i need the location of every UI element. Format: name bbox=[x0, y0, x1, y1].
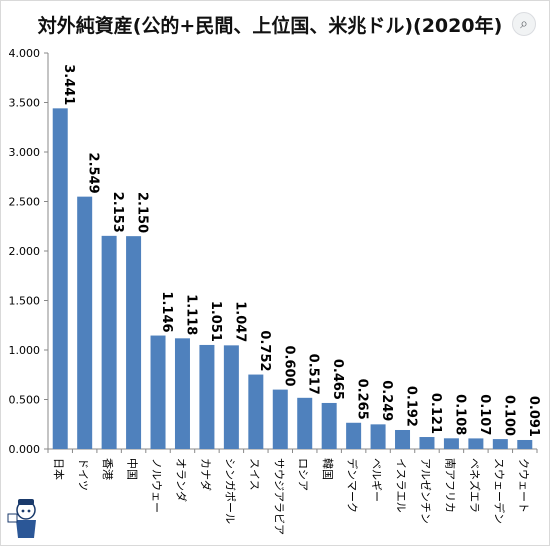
bar bbox=[52, 108, 68, 449]
data-label: 0.600 bbox=[281, 345, 296, 386]
y-tick-label: 3.000 bbox=[9, 146, 41, 159]
y-tick-label: 1.000 bbox=[9, 344, 41, 357]
data-label: 0.121 bbox=[428, 393, 443, 434]
category-label: 韓国 bbox=[321, 458, 334, 480]
data-label: 0.192 bbox=[404, 386, 419, 427]
data-label: 1.146 bbox=[159, 291, 174, 332]
bars bbox=[52, 108, 533, 449]
category-label: スイス bbox=[248, 458, 261, 491]
data-label: 0.517 bbox=[306, 354, 321, 395]
bar bbox=[492, 439, 508, 449]
data-label: 0.465 bbox=[330, 359, 345, 400]
y-tick-label: 4.000 bbox=[9, 47, 41, 60]
bar bbox=[150, 335, 166, 449]
data-label: 0.265 bbox=[355, 379, 370, 420]
category-label: オランダ bbox=[174, 458, 188, 502]
data-label: 2.150 bbox=[135, 192, 150, 233]
data-label: 0.091 bbox=[526, 396, 541, 437]
category-label: ロシア bbox=[297, 458, 310, 491]
visual-search-icon[interactable]: ⌕ bbox=[512, 12, 536, 36]
category-label: イスラエル bbox=[395, 458, 408, 513]
bar bbox=[297, 397, 313, 449]
data-label: 2.549 bbox=[86, 153, 101, 194]
bar bbox=[199, 344, 215, 449]
y-tick-label: 2.500 bbox=[9, 196, 41, 209]
data-label: 1.051 bbox=[208, 301, 223, 342]
bar bbox=[101, 235, 117, 449]
data-label: 0.752 bbox=[257, 330, 272, 371]
bar bbox=[346, 422, 362, 449]
data-label: 0.249 bbox=[379, 380, 394, 421]
y-tick-label: 0.500 bbox=[9, 394, 41, 407]
category-label: アルゼンチン bbox=[419, 458, 432, 524]
data-label: 1.118 bbox=[183, 294, 198, 335]
category-label: ドイツ bbox=[77, 458, 90, 491]
category-label: ベルギー bbox=[370, 458, 383, 502]
bar bbox=[443, 438, 459, 449]
category-label: ノルウェー bbox=[150, 458, 163, 513]
bar bbox=[395, 429, 411, 449]
labels: 3.441 日本 2.549 ドイツ 2.153 香港 2.150 中国 1.146 ノルウェー 1… bbox=[52, 64, 541, 535]
bar bbox=[126, 236, 142, 449]
y-tick-label: 0.000 bbox=[9, 443, 41, 456]
bar bbox=[321, 402, 337, 449]
category-label: サウジアラビア bbox=[272, 458, 285, 535]
chart-title: 対外純資産(公的+民間、上位国、米兆ドル)(2020年) bbox=[37, 15, 503, 37]
category-label: 中国 bbox=[126, 458, 139, 480]
category-label: ベネズエラ bbox=[468, 458, 482, 513]
bar bbox=[174, 338, 190, 449]
bar bbox=[468, 438, 484, 449]
bar bbox=[248, 374, 264, 449]
category-label: シンガポール bbox=[223, 458, 236, 524]
bar bbox=[223, 345, 239, 449]
bar bbox=[517, 439, 533, 449]
category-label: 日本 bbox=[52, 458, 66, 480]
data-label: 2.153 bbox=[110, 192, 125, 233]
data-label: 0.107 bbox=[477, 394, 492, 435]
y-tick-label: 1.500 bbox=[9, 295, 41, 308]
category-label: デンマーク bbox=[346, 458, 360, 513]
category-label: 南アフリカ bbox=[443, 458, 456, 513]
data-label: 0.108 bbox=[452, 394, 467, 435]
y-tick-label: 2.000 bbox=[9, 245, 41, 258]
data-label: 0.100 bbox=[501, 395, 516, 436]
mascot-logo bbox=[7, 499, 36, 538]
y-tick-label: 3.500 bbox=[9, 97, 41, 110]
category-label: クウェート bbox=[517, 458, 530, 513]
bar bbox=[77, 196, 93, 449]
category-label: スウェーデン bbox=[492, 458, 506, 524]
category-label: 香港 bbox=[101, 458, 114, 480]
data-label: 1.047 bbox=[232, 301, 247, 342]
bar bbox=[419, 437, 435, 449]
bar bbox=[272, 389, 288, 449]
data-label: 3.441 bbox=[61, 64, 76, 105]
bar bbox=[370, 424, 386, 449]
category-label: カナダ bbox=[199, 458, 213, 491]
